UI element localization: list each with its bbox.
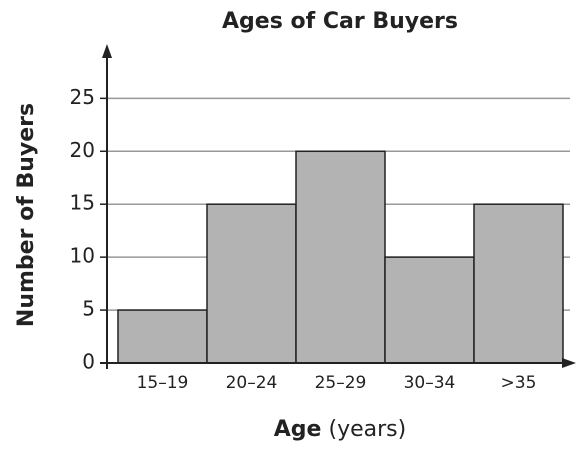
y-axis-arrow (102, 44, 112, 58)
x-tick-label: 25–29 (315, 373, 367, 393)
chart-title: Ages of Car Buyers (222, 9, 458, 34)
x-tick-label: 15–19 (137, 373, 189, 393)
bar (206, 203, 297, 364)
bar (117, 309, 208, 364)
y-tick-label: 25 (70, 85, 95, 109)
y-tick-label: 15 (70, 191, 95, 215)
x-axis-arrow (562, 358, 576, 368)
bar (295, 150, 386, 364)
x-tick-label: >35 (501, 373, 537, 393)
x-axis-label-main: Age (274, 417, 322, 442)
x-tick-label: 30–34 (404, 373, 456, 393)
bar (384, 256, 475, 364)
y-axis-label: Number of Buyers (14, 103, 39, 327)
x-axis-label-unit: (years) (328, 417, 406, 442)
y-tick-label: 0 (82, 350, 95, 374)
y-tick-label: 5 (82, 297, 95, 321)
x-axis-label: Age (years) (274, 417, 406, 442)
x-tick-label: 20–24 (226, 373, 278, 393)
bar (473, 203, 564, 364)
y-tick-label: 10 (70, 244, 95, 268)
y-tick-label: 20 (70, 138, 95, 162)
